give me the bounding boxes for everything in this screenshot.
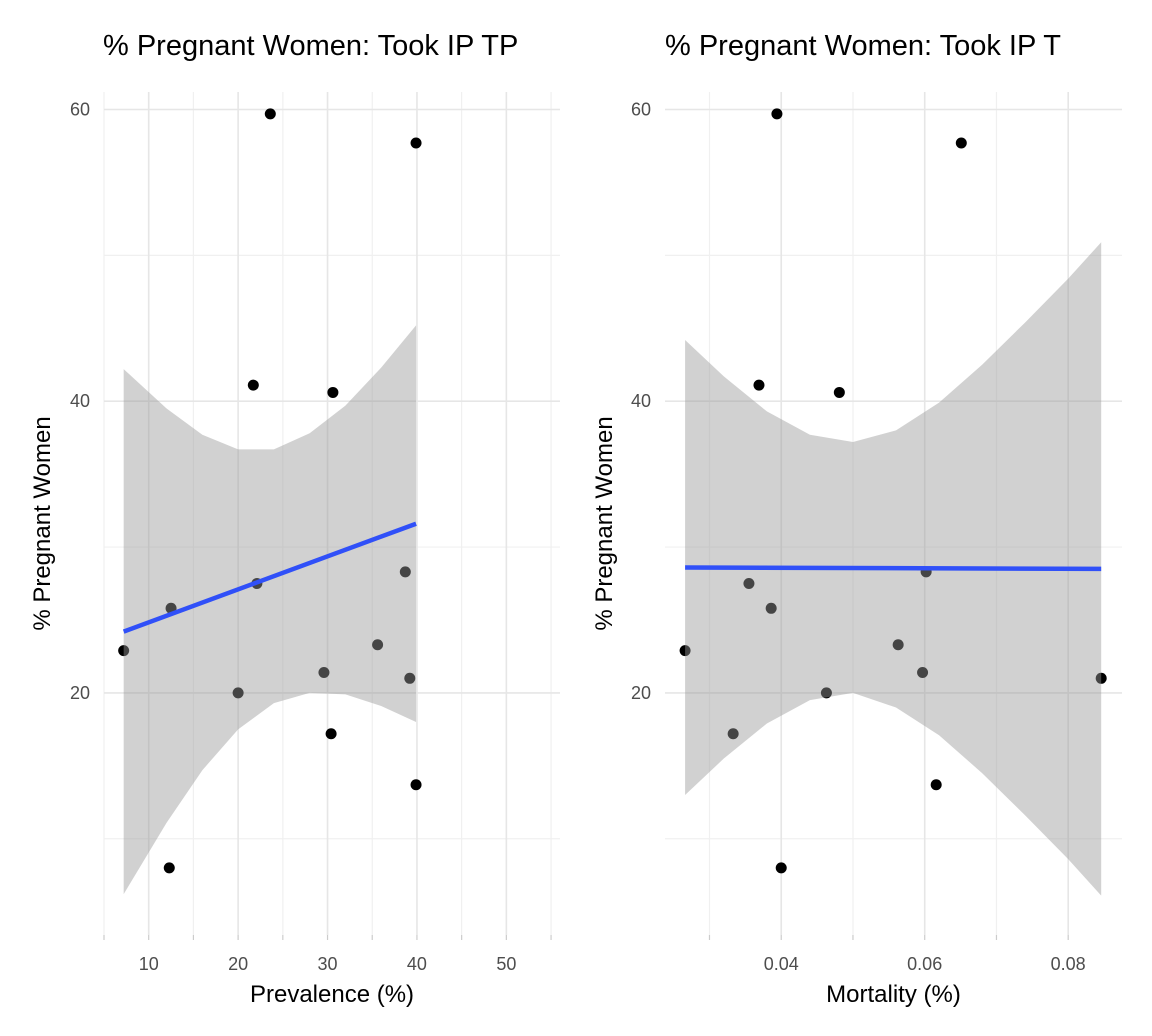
point	[955, 137, 967, 149]
point	[327, 386, 339, 398]
fit-line	[122, 521, 417, 634]
y-tick-label: 40	[631, 391, 651, 411]
point	[917, 666, 929, 678]
point	[404, 672, 416, 684]
point	[679, 645, 691, 657]
y-tick-label: 20	[70, 683, 90, 703]
point	[410, 779, 422, 791]
fit-line	[685, 565, 1102, 572]
x-tick-label: 30	[318, 954, 338, 974]
x-tick-label: 10	[139, 954, 159, 974]
point	[1095, 672, 1107, 684]
point	[833, 386, 845, 398]
x-axis-title: Prevalence (%)	[250, 981, 414, 1008]
point	[399, 566, 411, 578]
point	[892, 639, 904, 651]
x-tick-label: 20	[228, 954, 248, 974]
x-tick-label: 0.06	[907, 954, 942, 974]
y-tick-label: 60	[70, 100, 90, 120]
point	[318, 666, 330, 678]
point	[163, 862, 175, 874]
x-tick-label: 0.08	[1051, 954, 1086, 974]
y-axis-title: % Pregnant Women	[29, 416, 56, 630]
y-tick-label: 20	[631, 683, 651, 703]
point	[820, 687, 832, 699]
point	[765, 602, 777, 614]
chart-title: % Pregnant Women: Took IP TP	[103, 30, 518, 62]
chart-title: % Pregnant Women: Took IP T	[665, 30, 1061, 62]
point	[372, 639, 384, 651]
x-axis-title: Mortality (%)	[826, 981, 961, 1008]
point	[325, 728, 337, 740]
point	[771, 108, 783, 120]
point	[118, 645, 130, 657]
y-tick-label: 60	[631, 100, 651, 120]
point	[753, 379, 765, 391]
point	[232, 687, 244, 699]
point	[727, 728, 739, 740]
point	[775, 862, 787, 874]
x-tick-label: 50	[496, 954, 516, 974]
y-tick-label: 40	[70, 391, 90, 411]
point	[264, 108, 276, 120]
x-tick-label: 40	[407, 954, 427, 974]
y-axis-title: % Pregnant Women	[591, 416, 618, 630]
confidence-band	[123, 325, 417, 895]
point	[410, 137, 422, 149]
x-tick-label: 0.04	[764, 954, 799, 974]
point	[247, 379, 259, 391]
point	[930, 779, 942, 791]
point	[743, 578, 755, 590]
